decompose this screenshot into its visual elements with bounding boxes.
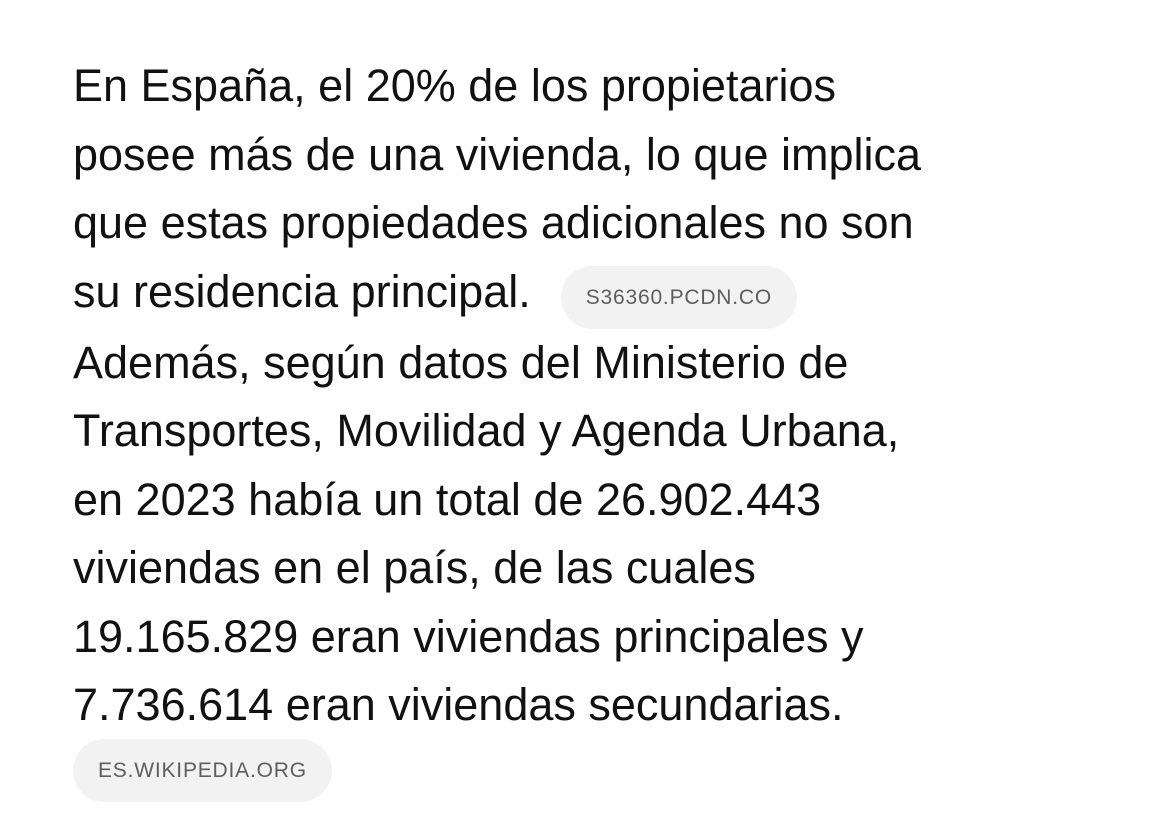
text-line: posee más de una vivienda, lo que implic… <box>73 128 922 180</box>
text-line: viviendas en el país, de las cuales <box>73 542 756 593</box>
paragraph-ownership: En España, el 20% de los propietarios po… <box>73 52 1073 329</box>
text-line: Además, según datos del Ministerio de <box>73 336 849 388</box>
text-line: 19.165.829 eran viviendas principales y <box>73 610 864 662</box>
text-line: en 2023 había un total de 26.902.443 <box>73 473 822 525</box>
source-chip-pcdn[interactable]: S36360.PCDN.CO <box>560 265 798 329</box>
text-line: que estas propiedades adicionales no son <box>73 197 914 248</box>
source-chip-wikipedia[interactable]: ES.WIKIPEDIA.ORG <box>73 739 332 802</box>
text-line: Transportes, Movilidad y Agenda Urbana, <box>73 405 900 456</box>
text-line: En España, el 20% de los propietarios <box>73 60 836 111</box>
paragraph-housing-stats: Además, según datos del Ministerio de Tr… <box>73 329 1073 740</box>
text-line: su residencia principal. <box>73 265 531 317</box>
text-line: 7.736.614 eran viviendas secundarias. <box>73 679 844 730</box>
answer-text: En España, el 20% de los propietarios po… <box>73 52 1073 740</box>
